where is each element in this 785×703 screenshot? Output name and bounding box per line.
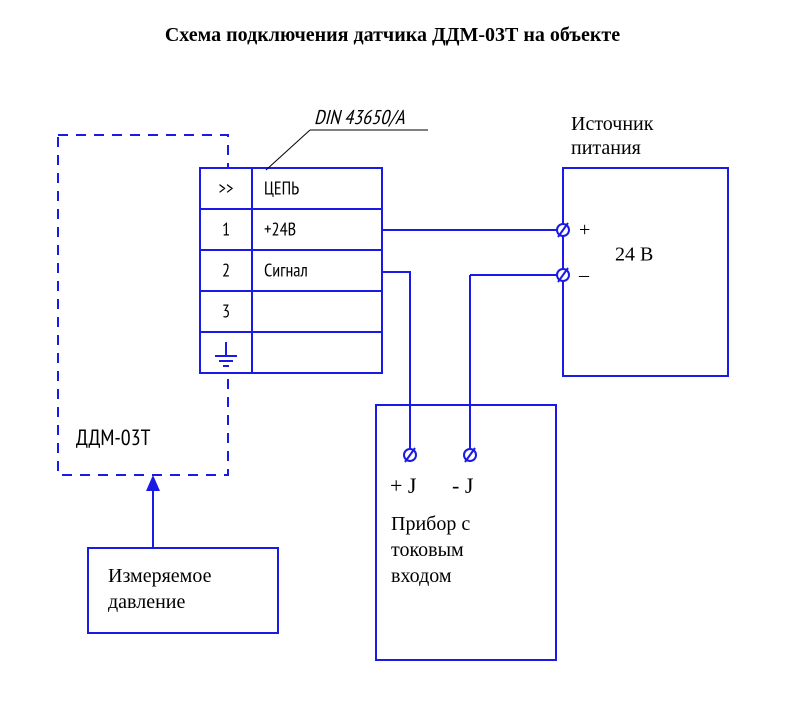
connector-note: DIN 43650/A	[314, 104, 405, 130]
sensor-label: ДДМ-03Т	[76, 424, 151, 452]
svg-text:+ J: + J	[390, 473, 417, 498]
svg-text:Сигнал: Сигнал	[264, 259, 308, 282]
device-caption: Прибор с	[391, 513, 470, 535]
pressure-caption: давление	[108, 591, 185, 613]
svg-text:3: 3	[222, 300, 230, 323]
power-supply-caption: питания	[571, 137, 641, 159]
wiring-diagram: ДДМ-03Т >> ЦЕПЬ 1 +24В 2 Сигнал 3 DIN 43650/A Ист…	[0, 0, 785, 703]
svg-text:2: 2	[222, 259, 230, 282]
svg-text:- J: - J	[452, 473, 474, 498]
terminal-header-symbol: >>	[219, 177, 234, 200]
device-caption: входом	[391, 565, 452, 587]
svg-text:+24В: +24В	[264, 218, 296, 241]
svg-text:+: +	[579, 219, 590, 241]
power-supply-voltage: 24 В	[615, 244, 653, 266]
svg-text:–: –	[578, 264, 590, 286]
terminal-header-circuit: ЦЕПЬ	[264, 177, 299, 200]
pressure-caption: Измеряемое	[108, 565, 212, 587]
svg-text:1: 1	[222, 218, 230, 241]
power-supply-caption: Источник	[571, 113, 654, 135]
device-caption: токовым	[391, 539, 464, 561]
